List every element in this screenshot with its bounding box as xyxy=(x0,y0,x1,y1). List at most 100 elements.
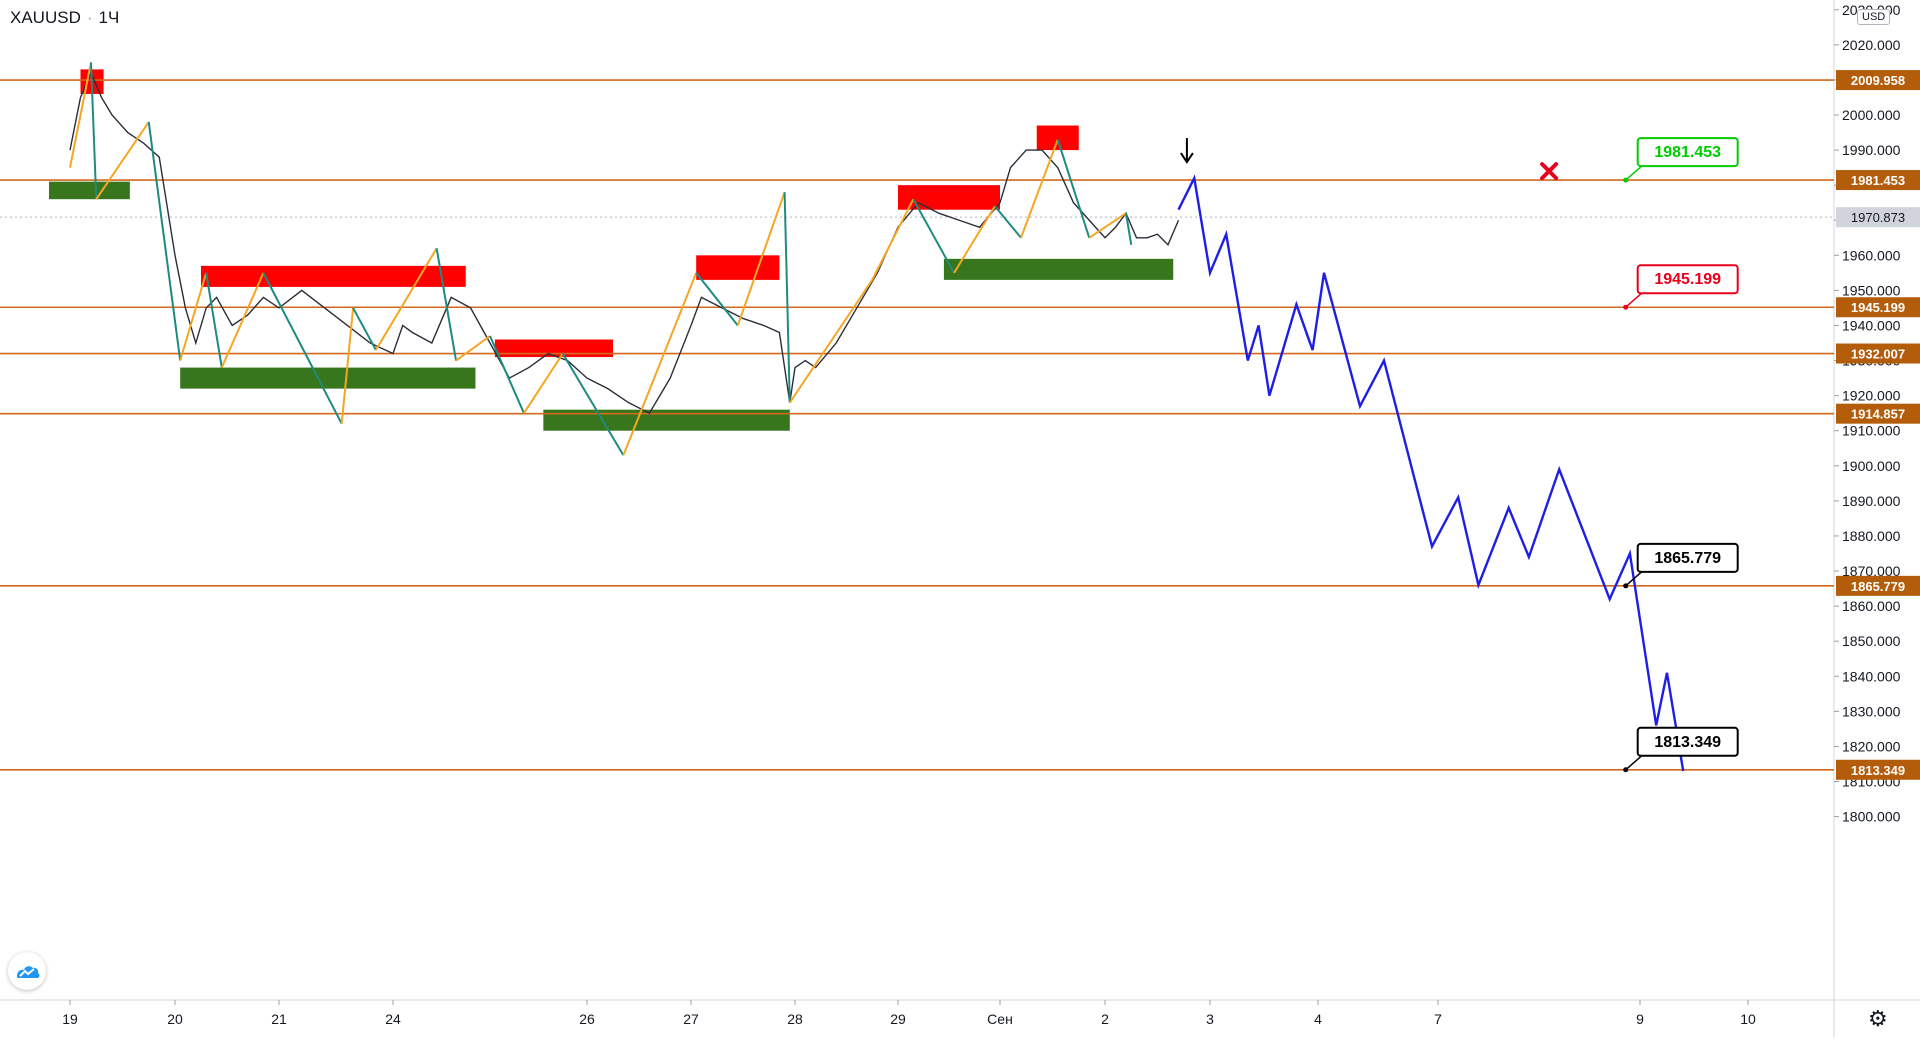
time-tick-label: 19 xyxy=(62,1011,78,1027)
level-price-tag xyxy=(1836,297,1920,318)
annotation-box xyxy=(1636,137,1739,168)
time-tick-label: 20 xyxy=(167,1011,183,1027)
price-tick-label: 1850.000 xyxy=(1842,633,1901,649)
zigzag-segment xyxy=(489,335,525,414)
zigzag-segment xyxy=(561,353,625,456)
zigzag-segment xyxy=(994,205,1022,239)
level-price-tag-label: 1945.199 xyxy=(1851,300,1905,315)
annotation-label: 1945.199 xyxy=(1654,271,1721,288)
annotation-box xyxy=(1636,726,1739,757)
symbol-separator: · xyxy=(86,8,93,27)
level-price-tag-label: 1865.779 xyxy=(1851,579,1905,594)
symbol-legend[interactable]: XAUUSD · 1Ч xyxy=(10,8,119,28)
time-tick-label: 4 xyxy=(1314,1011,1322,1027)
time-tick-label: 28 xyxy=(787,1011,803,1027)
price-tick-label: 1800.000 xyxy=(1842,809,1901,825)
zigzag-segment xyxy=(179,272,208,361)
zigzag-segment xyxy=(95,121,150,200)
zigzag-segment xyxy=(435,248,458,361)
level-price-tag xyxy=(1836,70,1920,91)
level-price-tag xyxy=(1836,170,1920,191)
annotation-leader-line xyxy=(1625,755,1643,771)
price-tick-label: 2000.000 xyxy=(1842,107,1901,123)
time-tick-label: 24 xyxy=(385,1011,401,1027)
zigzag-segment xyxy=(783,192,791,403)
cross-icon xyxy=(1540,162,1559,181)
time-tick-label: 9 xyxy=(1636,1011,1644,1027)
zigzag-segment xyxy=(455,335,491,362)
price-tick-label: 1920.000 xyxy=(1842,388,1901,404)
level-price-tag-label: 1981.453 xyxy=(1851,173,1905,188)
zigzag-segment xyxy=(1088,212,1127,239)
zigzag-segment xyxy=(912,198,955,274)
zigzag-segment xyxy=(788,279,874,404)
price-tick-label: 1890.000 xyxy=(1842,493,1901,509)
zigzag-segment xyxy=(340,307,355,424)
price-tick-label: 1990.000 xyxy=(1842,142,1901,158)
zigzag-segment xyxy=(622,272,698,456)
demand-zone xyxy=(943,258,1174,280)
annotation-anchor-dot xyxy=(1623,583,1629,589)
time-tick-label: 21 xyxy=(271,1011,287,1027)
demand-zone xyxy=(49,181,130,200)
current-price-tag xyxy=(1836,207,1920,228)
annotation-anchor-dot xyxy=(1623,304,1629,310)
supply-zone xyxy=(494,339,613,358)
level-price-tag-label: 2009.958 xyxy=(1851,73,1905,88)
projection-path xyxy=(1177,174,1685,772)
zigzag-segment xyxy=(205,272,223,368)
time-tick-label: 27 xyxy=(683,1011,699,1027)
price-tick-label: 1860.000 xyxy=(1842,598,1901,614)
zigzag-segment xyxy=(262,272,343,425)
annotation-label: 1981.453 xyxy=(1654,144,1721,161)
annotation-anchor-dot xyxy=(1623,177,1629,183)
price-tick-label: 1900.000 xyxy=(1842,458,1901,474)
level-price-tag xyxy=(1836,403,1920,424)
zigzag-segment xyxy=(220,272,265,368)
annotation-box xyxy=(1636,264,1739,295)
annotation-leader-line xyxy=(1625,165,1643,181)
zigzag-segment xyxy=(90,62,98,200)
level-price-tag xyxy=(1836,575,1920,596)
demand-zone xyxy=(180,367,476,389)
zigzag-segment xyxy=(69,62,92,168)
annotation-box xyxy=(1636,542,1739,573)
price-tick-label: 1910.000 xyxy=(1842,423,1901,439)
time-tick-label: 10 xyxy=(1740,1011,1756,1027)
zigzag-segment xyxy=(147,121,182,361)
zigzag-segment xyxy=(871,198,915,281)
tradingview-logo-icon[interactable] xyxy=(8,952,46,990)
price-tick-label: 1840.000 xyxy=(1842,668,1901,684)
zigzag-segment xyxy=(523,352,564,414)
supply-zone xyxy=(696,255,780,280)
supply-zone xyxy=(898,185,1000,210)
time-tick-label: 7 xyxy=(1434,1011,1442,1027)
zigzag-segment xyxy=(1020,139,1059,239)
price-tick-label: 1940.000 xyxy=(1842,317,1901,333)
cloud-logo-icon xyxy=(17,966,40,978)
time-tick-label: 26 xyxy=(579,1011,595,1027)
annotation-leader-line xyxy=(1625,571,1643,587)
zigzag-segment xyxy=(352,307,377,351)
time-tick-label: 2 xyxy=(1101,1011,1109,1027)
annotation-label: 1813.349 xyxy=(1654,734,1721,751)
level-price-tag xyxy=(1836,343,1920,364)
interval-label: 1Ч xyxy=(98,8,120,27)
zigzag-segment xyxy=(1125,213,1133,245)
level-price-tag-label: 1932.007 xyxy=(1851,347,1905,362)
time-tick-label: Сен xyxy=(987,1011,1013,1027)
level-price-tag xyxy=(1836,759,1920,780)
current-price-tag-label: 1970.873 xyxy=(1851,210,1905,225)
supply-zone xyxy=(1036,125,1079,151)
down-arrow-head-icon xyxy=(1180,152,1194,164)
price-tick-label: 2020.000 xyxy=(1842,37,1901,53)
price-tick-label: 1820.000 xyxy=(1842,738,1901,754)
price-tick-label: 1960.000 xyxy=(1842,247,1901,263)
annotation-anchor-dot xyxy=(1623,767,1629,773)
time-tick-label: 3 xyxy=(1206,1011,1214,1027)
currency-badge[interactable]: USD xyxy=(1857,9,1891,25)
settings-gear-icon[interactable]: ⚙ xyxy=(1868,1006,1888,1031)
supply-zone xyxy=(201,265,466,287)
